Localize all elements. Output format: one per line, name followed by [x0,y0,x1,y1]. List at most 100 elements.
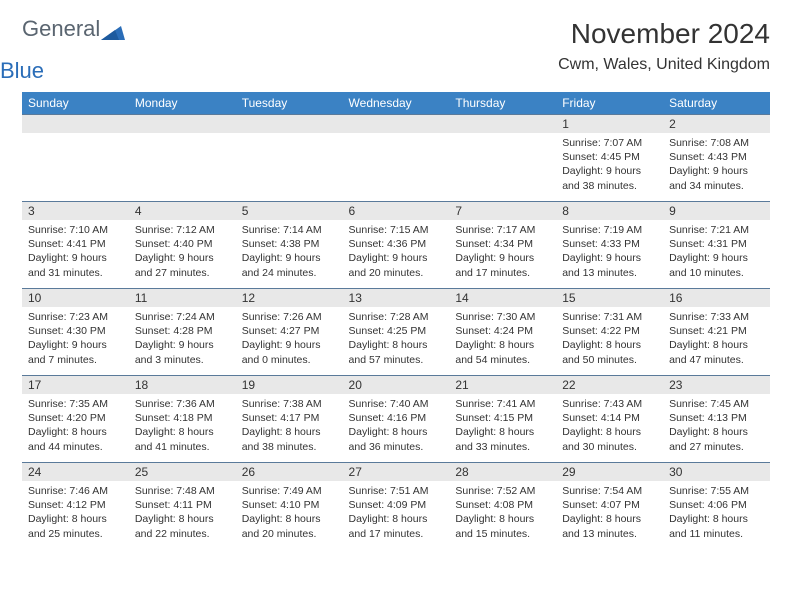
day-content: Sunrise: 7:43 AMSunset: 4:14 PMDaylight:… [556,394,663,458]
day-content: Sunrise: 7:24 AMSunset: 4:28 PMDaylight:… [129,307,236,371]
sunset-text: Sunset: 4:10 PM [242,498,337,512]
day-cell [236,115,343,202]
calendar-body: 1Sunrise: 7:07 AMSunset: 4:45 PMDaylight… [22,115,770,550]
sunset-text: Sunset: 4:27 PM [242,324,337,338]
day-cell: 24Sunrise: 7:46 AMSunset: 4:12 PMDayligh… [22,463,129,550]
day-cell: 5Sunrise: 7:14 AMSunset: 4:38 PMDaylight… [236,202,343,289]
day-cell: 4Sunrise: 7:12 AMSunset: 4:40 PMDaylight… [129,202,236,289]
daylight-text: Daylight: 8 hours and 41 minutes. [135,425,230,453]
daylight-text: Daylight: 8 hours and 20 minutes. [242,512,337,540]
sunset-text: Sunset: 4:18 PM [135,411,230,425]
day-number: 14 [449,289,556,307]
day-content: Sunrise: 7:55 AMSunset: 4:06 PMDaylight:… [663,481,770,545]
day-content: Sunrise: 7:45 AMSunset: 4:13 PMDaylight:… [663,394,770,458]
day-cell: 15Sunrise: 7:31 AMSunset: 4:22 PMDayligh… [556,289,663,376]
daylight-text: Daylight: 9 hours and 20 minutes. [349,251,444,279]
day-header-tue: Tuesday [236,92,343,115]
month-title: November 2024 [558,18,770,50]
day-cell: 25Sunrise: 7:48 AMSunset: 4:11 PMDayligh… [129,463,236,550]
day-number: 10 [22,289,129,307]
day-cell: 14Sunrise: 7:30 AMSunset: 4:24 PMDayligh… [449,289,556,376]
day-content: Sunrise: 7:38 AMSunset: 4:17 PMDaylight:… [236,394,343,458]
day-header-row: Sunday Monday Tuesday Wednesday Thursday… [22,92,770,115]
day-number: 12 [236,289,343,307]
day-content: Sunrise: 7:48 AMSunset: 4:11 PMDaylight:… [129,481,236,545]
daylight-text: Daylight: 8 hours and 33 minutes. [455,425,550,453]
sunrise-text: Sunrise: 7:10 AM [28,223,123,237]
day-number: 25 [129,463,236,481]
day-content: Sunrise: 7:30 AMSunset: 4:24 PMDaylight:… [449,307,556,371]
week-row: 17Sunrise: 7:35 AMSunset: 4:20 PMDayligh… [22,376,770,463]
day-number: 26 [236,463,343,481]
day-number: 29 [556,463,663,481]
empty-day-bar [449,115,556,133]
day-content: Sunrise: 7:23 AMSunset: 4:30 PMDaylight:… [22,307,129,371]
daylight-text: Daylight: 8 hours and 50 minutes. [562,338,657,366]
sunset-text: Sunset: 4:07 PM [562,498,657,512]
title-block: November 2024 Cwm, Wales, United Kingdom [558,18,770,74]
empty-day-bar [129,115,236,133]
daylight-text: Daylight: 9 hours and 0 minutes. [242,338,337,366]
day-content: Sunrise: 7:10 AMSunset: 4:41 PMDaylight:… [22,220,129,284]
day-number: 9 [663,202,770,220]
day-header-thu: Thursday [449,92,556,115]
sunset-text: Sunset: 4:33 PM [562,237,657,251]
sunrise-text: Sunrise: 7:30 AM [455,310,550,324]
sunset-text: Sunset: 4:36 PM [349,237,444,251]
sunset-text: Sunset: 4:20 PM [28,411,123,425]
daylight-text: Daylight: 9 hours and 13 minutes. [562,251,657,279]
day-number: 13 [343,289,450,307]
sunrise-text: Sunrise: 7:31 AM [562,310,657,324]
day-content: Sunrise: 7:46 AMSunset: 4:12 PMDaylight:… [22,481,129,545]
day-number: 4 [129,202,236,220]
day-content: Sunrise: 7:17 AMSunset: 4:34 PMDaylight:… [449,220,556,284]
day-number: 5 [236,202,343,220]
day-content: Sunrise: 7:49 AMSunset: 4:10 PMDaylight:… [236,481,343,545]
sunrise-text: Sunrise: 7:07 AM [562,136,657,150]
day-header-sun: Sunday [22,92,129,115]
day-number: 17 [22,376,129,394]
day-number: 8 [556,202,663,220]
daylight-text: Daylight: 8 hours and 22 minutes. [135,512,230,540]
day-content: Sunrise: 7:21 AMSunset: 4:31 PMDaylight:… [663,220,770,284]
brand-word-1: General [22,18,100,40]
day-cell: 21Sunrise: 7:41 AMSunset: 4:15 PMDayligh… [449,376,556,463]
day-number: 21 [449,376,556,394]
sunrise-text: Sunrise: 7:46 AM [28,484,123,498]
daylight-text: Daylight: 8 hours and 36 minutes. [349,425,444,453]
day-number: 6 [343,202,450,220]
sunset-text: Sunset: 4:17 PM [242,411,337,425]
day-content: Sunrise: 7:54 AMSunset: 4:07 PMDaylight:… [556,481,663,545]
day-cell: 3Sunrise: 7:10 AMSunset: 4:41 PMDaylight… [22,202,129,289]
sunset-text: Sunset: 4:21 PM [669,324,764,338]
week-row: 1Sunrise: 7:07 AMSunset: 4:45 PMDaylight… [22,115,770,202]
day-cell: 26Sunrise: 7:49 AMSunset: 4:10 PMDayligh… [236,463,343,550]
day-cell: 10Sunrise: 7:23 AMSunset: 4:30 PMDayligh… [22,289,129,376]
day-number: 19 [236,376,343,394]
day-cell: 8Sunrise: 7:19 AMSunset: 4:33 PMDaylight… [556,202,663,289]
day-cell [129,115,236,202]
daylight-text: Daylight: 9 hours and 17 minutes. [455,251,550,279]
sunset-text: Sunset: 4:06 PM [669,498,764,512]
day-cell: 30Sunrise: 7:55 AMSunset: 4:06 PMDayligh… [663,463,770,550]
daylight-text: Daylight: 9 hours and 7 minutes. [28,338,123,366]
week-row: 10Sunrise: 7:23 AMSunset: 4:30 PMDayligh… [22,289,770,376]
sunrise-text: Sunrise: 7:36 AM [135,397,230,411]
day-cell: 7Sunrise: 7:17 AMSunset: 4:34 PMDaylight… [449,202,556,289]
sunrise-text: Sunrise: 7:38 AM [242,397,337,411]
sunset-text: Sunset: 4:25 PM [349,324,444,338]
empty-day-bar [343,115,450,133]
day-cell: 2Sunrise: 7:08 AMSunset: 4:43 PMDaylight… [663,115,770,202]
sunrise-text: Sunrise: 7:40 AM [349,397,444,411]
day-content: Sunrise: 7:19 AMSunset: 4:33 PMDaylight:… [556,220,663,284]
sunrise-text: Sunrise: 7:24 AM [135,310,230,324]
day-content: Sunrise: 7:26 AMSunset: 4:27 PMDaylight:… [236,307,343,371]
day-header-sat: Saturday [663,92,770,115]
sunrise-text: Sunrise: 7:08 AM [669,136,764,150]
daylight-text: Daylight: 8 hours and 27 minutes. [669,425,764,453]
day-number: 27 [343,463,450,481]
sunrise-text: Sunrise: 7:26 AM [242,310,337,324]
week-row: 24Sunrise: 7:46 AMSunset: 4:12 PMDayligh… [22,463,770,550]
day-cell: 9Sunrise: 7:21 AMSunset: 4:31 PMDaylight… [663,202,770,289]
day-content: Sunrise: 7:40 AMSunset: 4:16 PMDaylight:… [343,394,450,458]
